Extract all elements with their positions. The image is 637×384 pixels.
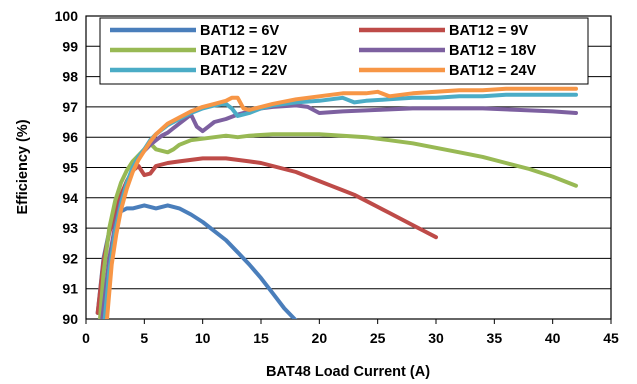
y-tick-label: 98 xyxy=(62,69,78,85)
y-tick-label: 90 xyxy=(62,311,78,327)
y-tick-label: 99 xyxy=(62,38,78,54)
x-tick-label: 20 xyxy=(312,330,328,346)
x-tick-label: 30 xyxy=(428,330,444,346)
x-tick-label: 10 xyxy=(195,330,211,346)
series-lines xyxy=(95,86,578,319)
series-line-2 xyxy=(95,156,438,315)
legend-label: BAT12 = 22V xyxy=(200,63,288,79)
legend-label: BAT12 = 12V xyxy=(200,43,288,59)
series-line-6 xyxy=(105,86,578,319)
x-tick-label: 35 xyxy=(487,330,503,346)
x-tick-label: 0 xyxy=(82,330,90,346)
y-axis-title: Efficiency (%) xyxy=(15,119,31,214)
legend-label: BAT12 = 6V xyxy=(200,23,279,39)
legend-label: BAT12 = 9V xyxy=(449,23,528,39)
y-axis-ticks: 90 91 92 93 94 95 96 97 98 99 100 xyxy=(55,8,79,327)
series-line-1 xyxy=(95,203,298,319)
y-tick-label: 91 xyxy=(62,281,78,297)
y-tick-label: 94 xyxy=(62,190,78,206)
plot-area-border xyxy=(85,15,612,320)
y-tick-label: 95 xyxy=(62,160,78,176)
y-tick-label: 93 xyxy=(62,220,78,236)
y-tick-label: 96 xyxy=(62,129,78,145)
legend: BAT12 = 6V BAT12 = 9V BAT12 = 12V BAT12 = 1… xyxy=(99,17,589,85)
x-axis-title: BAT48 Load Current (A) xyxy=(266,364,430,380)
x-tick-label: 45 xyxy=(603,330,619,346)
y-tick-label: 97 xyxy=(62,99,78,115)
series-line-3 xyxy=(98,132,578,319)
x-tick-label: 40 xyxy=(545,330,561,346)
x-axis-ticks: 0 5 10 15 20 25 30 35 40 45 xyxy=(82,319,619,346)
x-tick-label: 15 xyxy=(253,330,269,346)
y-tick-label: 100 xyxy=(55,8,79,24)
x-tick-label: 5 xyxy=(140,330,148,346)
legend-label: BAT12 = 18V xyxy=(449,43,537,59)
y-tick-label: 92 xyxy=(62,250,78,266)
x-tick-label: 25 xyxy=(370,330,386,346)
legend-label: BAT12 = 24V xyxy=(449,63,537,79)
